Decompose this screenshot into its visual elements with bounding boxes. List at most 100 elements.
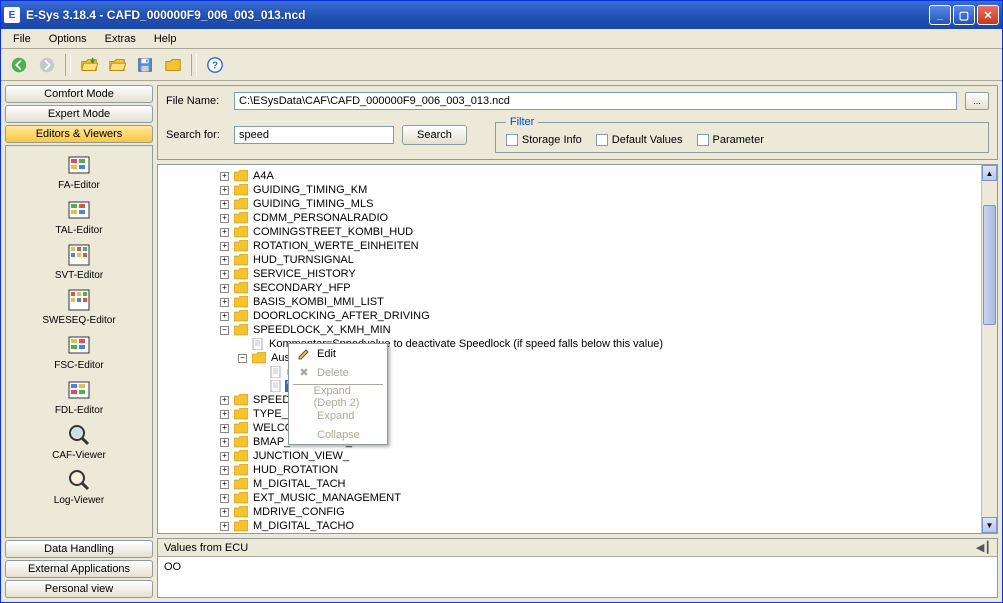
tree-node[interactable]: + EXT_MUSIC_MANAGEMENT [220,491,997,505]
expander[interactable]: + [220,172,229,181]
editor-tal-editor[interactable]: TAL-Editor [55,197,102,236]
vertical-scrollbar[interactable]: ▲ ▼ [981,165,997,533]
tree-node[interactable]: + A4A [220,169,997,183]
filter-parameter-checkbox[interactable]: Parameter [697,134,764,146]
tree-label[interactable]: MDRIVE_CONFIG [251,506,347,518]
back-button[interactable] [7,53,31,77]
context-edit[interactable]: Edit [289,344,387,363]
expander[interactable]: + [220,494,229,503]
tree-label[interactable]: JUNCTION_VIEW_ [251,450,351,462]
sidebar-comfort-mode[interactable]: Comfort Mode [5,85,153,103]
menu-file[interactable]: File [5,31,39,47]
expander[interactable]: + [220,522,229,531]
tree-label[interactable]: DOORLOCKING_AFTER_DRIVING [251,310,432,322]
save-as-button[interactable] [161,53,185,77]
tree-node[interactable]: + BASIS_KOMBI_MMI_LIST [220,295,997,309]
sidebar-personal-view[interactable]: Personal view [5,580,153,598]
sidebar-editors-viewers[interactable]: Editors & Viewers [5,125,153,143]
scroll-up-button[interactable]: ▲ [982,165,997,181]
menu-extras[interactable]: Extras [97,31,144,47]
tree-node[interactable]: + MDRIVE_CONFIG [220,505,997,519]
tree-label[interactable]: BASIS_KOMBI_MMI_LIST [251,296,386,308]
filename-input[interactable] [234,92,957,110]
expander[interactable]: + [220,410,229,419]
tree-node[interactable]: + ROTATION_WERTE_EINHEITEN [220,239,997,253]
sidebar-external-applications[interactable]: External Applications [5,560,153,578]
search-button[interactable]: Search [402,125,467,145]
editor-svt-editor[interactable]: SVT-Editor [55,242,103,281]
expander[interactable] [256,382,265,391]
expander[interactable]: + [220,438,229,447]
forward-button[interactable] [35,53,59,77]
tree-label[interactable]: A4A [251,170,276,182]
tree-label[interactable]: HUD_ROTATION [251,464,340,476]
tree-node[interactable]: + HUD_TURNSIGNAL [220,253,997,267]
open-file-button[interactable] [105,53,129,77]
expander[interactable]: + [220,284,229,293]
expander[interactable] [256,368,265,377]
tree-node[interactable]: + CDMM_PERSONALRADIO [220,211,997,225]
editor-fdl-editor[interactable]: FDL-Editor [55,377,103,416]
expander[interactable] [238,340,247,349]
tree-node[interactable]: + GUIDING_TIMING_KM [220,183,997,197]
sidebar-data-handling[interactable]: Data Handling [5,540,153,558]
expander[interactable]: + [220,200,229,209]
tree-label[interactable]: ROTATION_WERTE_EINHEITEN [251,240,421,252]
tree-label[interactable]: CDMM_PERSONALRADIO [251,212,390,224]
expander[interactable]: + [220,466,229,475]
tree-node[interactable]: − SPEEDLOCK_X_KMH_MIN [220,323,997,337]
menu-options[interactable]: Options [41,31,95,47]
expander[interactable]: + [220,214,229,223]
open-button[interactable] [77,53,101,77]
tree-label[interactable]: COMINGSTREET_KOMBI_HUD [251,226,415,238]
tree-label[interactable]: SPEEDLOCK_X_KMH_MIN [251,324,393,336]
pin-icon[interactable]: ◀┃ [976,541,991,554]
expander[interactable]: + [220,256,229,265]
scroll-thumb[interactable] [983,205,996,325]
tree-label[interactable]: SECONDARY_HFP [251,282,353,294]
expander[interactable]: + [220,242,229,251]
close-button[interactable]: ✕ [977,5,999,25]
expander[interactable]: + [220,298,229,307]
expander[interactable]: + [220,452,229,461]
expander[interactable]: − [238,354,247,363]
tree-label[interactable]: M_DIGITAL_TACHO [251,520,356,532]
expander[interactable]: + [220,480,229,489]
maximize-button[interactable]: ▢ [953,5,975,25]
expander[interactable]: + [220,186,229,195]
tree-node[interactable]: + JUNCTION_VIEW_ [220,449,997,463]
editor-sweseq-editor[interactable]: SWESEQ-Editor [42,287,115,326]
tree-node[interactable]: + SECONDARY_HFP [220,281,997,295]
expander[interactable]: + [220,508,229,517]
editor-caf-viewer[interactable]: CAF-Viewer [52,422,106,461]
filter-defaults-checkbox[interactable]: Default Values [596,134,683,146]
expander[interactable]: + [220,228,229,237]
tree-label[interactable]: HUD_TURNSIGNAL [251,254,356,266]
tree-view[interactable]: + A4A + GUIDING_TIMING_KM + GUIDING_TIMING_ML… [158,165,997,533]
tree-node[interactable]: + M_DIGITAL_TACH [220,477,997,491]
minimize-button[interactable]: _ [929,5,951,25]
tree-label[interactable]: M_DIGITAL_TACH [251,478,348,490]
tree-node[interactable]: + HUD_ROTATION [220,463,997,477]
filter-storage-checkbox[interactable]: Storage Info [506,134,582,146]
expander[interactable]: − [220,326,229,335]
search-input[interactable] [234,126,394,144]
sidebar-expert-mode[interactable]: Expert Mode [5,105,153,123]
tree-label[interactable]: EXT_MUSIC_MANAGEMENT [251,492,403,504]
tree-label[interactable]: GUIDING_TIMING_MLS [251,198,375,210]
browse-button[interactable]: ... [965,92,989,110]
tree-node[interactable]: + DOORLOCKING_AFTER_DRIVING [220,309,997,323]
expander[interactable]: + [220,312,229,321]
editor-log-viewer[interactable]: Log-Viewer [54,467,104,506]
expander[interactable]: + [220,270,229,279]
tree-label[interactable]: SERVICE_HISTORY [251,268,358,280]
tree-node[interactable]: + COMINGSTREET_KOMBI_HUD [220,225,997,239]
expander[interactable]: + [220,396,229,405]
tree-label[interactable]: GUIDING_TIMING_KM [251,184,369,196]
editor-fa-editor[interactable]: FA-Editor [58,152,100,191]
tree-node[interactable]: + SERVICE_HISTORY [220,267,997,281]
help-button[interactable]: ? [203,53,227,77]
menu-help[interactable]: Help [146,31,185,47]
tree-node[interactable]: + GUIDING_TIMING_MLS [220,197,997,211]
expander[interactable]: + [220,424,229,433]
